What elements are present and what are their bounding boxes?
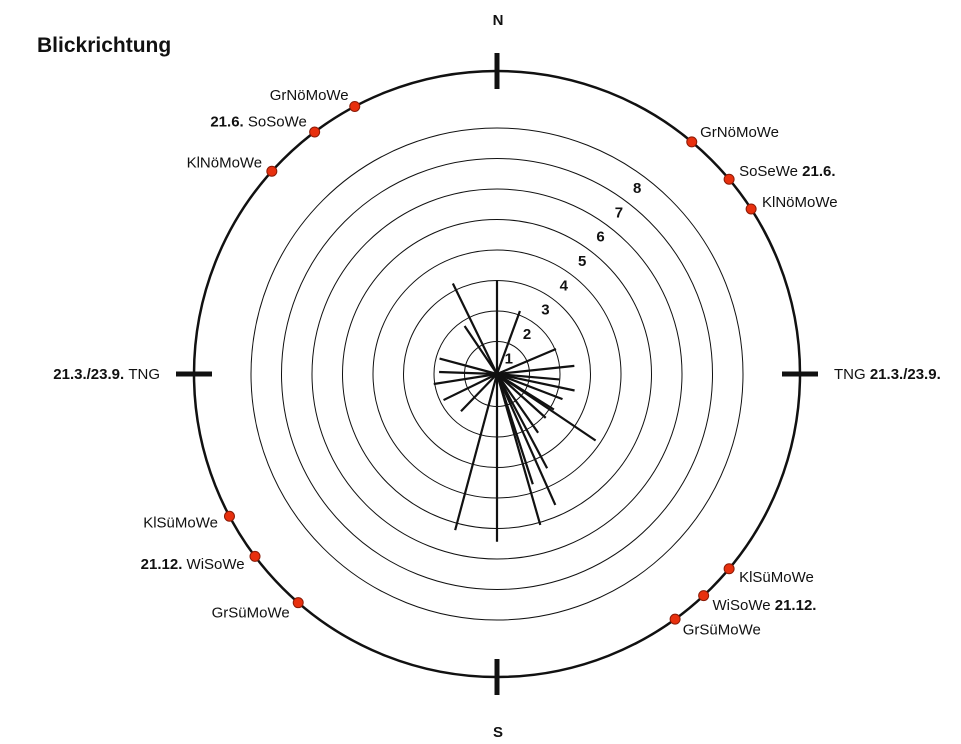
marker-label: GrSüMoWe xyxy=(212,604,290,621)
view-ray xyxy=(463,325,498,375)
marker-dot xyxy=(266,165,278,177)
marker-dot xyxy=(698,590,710,602)
marker-dot xyxy=(223,510,235,522)
ring-label: 1 xyxy=(505,350,513,367)
ring-label: 2 xyxy=(523,326,531,343)
view-ray xyxy=(496,347,557,376)
marker-label: GrNöMoWe xyxy=(700,124,779,141)
view-ray xyxy=(433,372,498,386)
view-ray xyxy=(443,373,498,402)
marker-dot xyxy=(292,597,304,609)
ring-label: 8 xyxy=(633,180,641,197)
marker-label: TNG 21.3./23.9. xyxy=(834,366,941,383)
view-ray xyxy=(496,372,575,392)
ring-label: 3 xyxy=(541,302,549,319)
marker-label: SoSeWe 21.6. xyxy=(739,163,835,180)
ring-label: 7 xyxy=(615,204,623,221)
view-ray xyxy=(496,373,547,419)
marker-label: 21.12. WiSoWe xyxy=(141,556,245,573)
view-ray xyxy=(439,357,498,376)
marker-label: GrSüMoWe xyxy=(683,622,761,639)
view-ray xyxy=(496,373,540,434)
view-ray xyxy=(451,283,498,375)
marker-dot xyxy=(745,203,757,215)
marker-label: GrNöMoWe xyxy=(270,87,349,104)
marker-label: KlSüMoWe xyxy=(739,569,814,586)
view-ray xyxy=(439,370,498,376)
marker-label: 21.6. SoSoWe xyxy=(210,114,306,131)
ring-label: 4 xyxy=(560,277,569,294)
view-ray xyxy=(495,373,542,526)
marker-label: 21.3./23.9. TNG xyxy=(53,366,160,383)
view-ray xyxy=(496,372,563,401)
south-label: S xyxy=(493,724,503,741)
marker-dot xyxy=(723,563,735,575)
view-ray xyxy=(460,373,498,413)
ring-7 xyxy=(281,158,713,590)
view-ray xyxy=(496,372,560,381)
ring-label: 5 xyxy=(578,253,586,270)
marker-label: WiSoWe 21.12. xyxy=(713,597,817,614)
marker-label: KlNöMoWe xyxy=(762,194,838,211)
view-rays xyxy=(433,280,597,542)
view-ray xyxy=(496,373,597,442)
view-ray xyxy=(496,373,549,469)
marker-dot xyxy=(723,173,735,185)
marker-dot xyxy=(349,100,361,112)
ring-label: 6 xyxy=(596,229,604,246)
marker-label: KlSüMoWe xyxy=(143,514,218,531)
marker-label: KlNöMoWe xyxy=(187,155,263,172)
marker-dot xyxy=(249,550,261,562)
compass-ticks xyxy=(176,53,818,695)
marker-dot xyxy=(309,126,321,138)
view-ray xyxy=(454,373,499,531)
ring-6 xyxy=(311,188,683,560)
marker-dot xyxy=(686,136,698,148)
sun-moon-markers: TNG 21.3./23.9. 21.3./23.9. TNG GrNöMoWe So… xyxy=(53,87,940,639)
chart-title: Blickrichtung xyxy=(37,34,171,57)
marker-dot xyxy=(669,613,681,625)
north-label: N xyxy=(493,12,504,29)
view-ray xyxy=(495,373,557,506)
view-ray xyxy=(496,364,575,376)
ring-8 xyxy=(250,127,744,621)
view-ray xyxy=(495,310,521,375)
